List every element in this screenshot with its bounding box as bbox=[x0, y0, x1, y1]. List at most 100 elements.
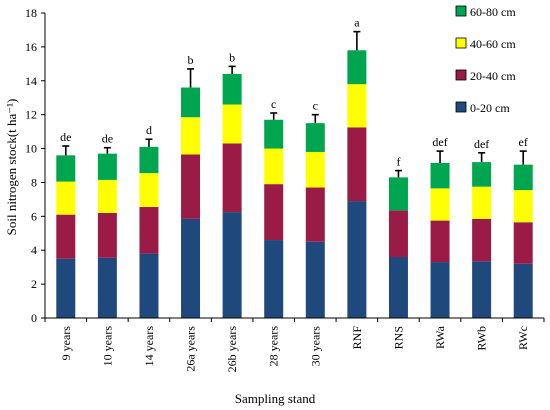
bar-segment bbox=[305, 187, 325, 242]
bar-segment bbox=[472, 218, 492, 262]
bar-segment bbox=[388, 210, 408, 257]
x-tick-label: RWc bbox=[516, 326, 530, 350]
bar-segment bbox=[222, 104, 242, 144]
bar-segment bbox=[347, 127, 367, 202]
y-tick-label: 12 bbox=[25, 108, 37, 122]
bar-segment bbox=[472, 162, 492, 187]
bar-segment bbox=[222, 74, 242, 105]
significance-label: ef bbox=[519, 135, 528, 149]
legend-swatch bbox=[455, 5, 467, 17]
bar-segment bbox=[181, 154, 201, 219]
x-tick-label: RWb bbox=[475, 326, 489, 351]
x-tick-label: 28 years bbox=[267, 326, 281, 367]
bar-segment bbox=[222, 212, 242, 318]
bar-segment bbox=[222, 143, 242, 213]
legend-label: 20-40 cm bbox=[470, 69, 516, 83]
y-tick-label: 8 bbox=[31, 175, 37, 189]
significance-label: de bbox=[60, 130, 71, 144]
x-tick-label: RNS bbox=[391, 326, 405, 349]
bar-segment bbox=[513, 263, 533, 318]
bar-segment bbox=[97, 212, 117, 258]
bars-group bbox=[56, 50, 533, 318]
y-tick-label: 10 bbox=[25, 142, 37, 156]
bar-segment bbox=[347, 201, 367, 318]
significance-label: d bbox=[146, 123, 152, 137]
bar-segment bbox=[347, 84, 367, 128]
bar-segment bbox=[430, 162, 450, 189]
significance-label: def bbox=[432, 135, 447, 149]
bar-segment bbox=[97, 257, 117, 318]
bar-segment bbox=[56, 214, 76, 259]
bar-segment bbox=[56, 155, 76, 182]
bar-segment bbox=[513, 222, 533, 264]
legend-label: 40-60 cm bbox=[470, 37, 516, 51]
bar-segment bbox=[181, 117, 201, 155]
bar-segment bbox=[305, 123, 325, 152]
significance-label: def bbox=[474, 137, 489, 151]
bar-segment bbox=[264, 119, 284, 149]
bar-segment bbox=[264, 184, 284, 241]
bar-segment bbox=[472, 186, 492, 219]
x-tick-label: 10 years bbox=[100, 326, 114, 367]
error-bars-group bbox=[62, 30, 527, 178]
y-axis-title: Soil nitrogen stock(t ha⁻¹) bbox=[4, 99, 19, 236]
significance-label: f bbox=[396, 155, 400, 169]
legend-swatch bbox=[455, 101, 467, 113]
bar-segment bbox=[430, 262, 450, 318]
axes-group bbox=[44, 13, 544, 319]
bar-segment bbox=[305, 151, 325, 188]
bar-segment bbox=[56, 181, 76, 215]
y-tick-label: 0 bbox=[31, 311, 37, 325]
x-tick-label: 26b years bbox=[225, 326, 239, 373]
bar-segment bbox=[430, 188, 450, 221]
bar-segment bbox=[347, 50, 367, 85]
bar-segment bbox=[305, 241, 325, 318]
x-axis-title: Sampling stand bbox=[235, 391, 316, 406]
bar-segment bbox=[264, 240, 284, 318]
y-tick-label: 4 bbox=[31, 243, 37, 257]
y-tick-label: 16 bbox=[25, 40, 37, 54]
x-tick-label: 14 years bbox=[142, 326, 156, 367]
significance-label: de bbox=[102, 132, 113, 146]
x-tick-label: 26a years bbox=[184, 326, 198, 372]
bar-segment bbox=[139, 207, 159, 254]
y-tick-label: 6 bbox=[31, 209, 37, 223]
significance-label: b bbox=[229, 50, 235, 64]
x-tick-label: RWa bbox=[433, 325, 447, 349]
y-tick-label: 2 bbox=[31, 277, 37, 291]
significance-label: c bbox=[271, 97, 276, 111]
bar-segment bbox=[56, 258, 76, 318]
bar-segment bbox=[513, 190, 533, 223]
x-tick-label: 30 years bbox=[308, 326, 322, 367]
bar-segment bbox=[139, 146, 159, 174]
legend-swatch bbox=[455, 69, 467, 81]
bar-segment bbox=[388, 257, 408, 318]
bar-segment bbox=[139, 173, 159, 208]
bar-segment bbox=[97, 179, 117, 213]
significance-label: a bbox=[354, 16, 360, 30]
bar-segment bbox=[388, 177, 408, 211]
bar-segment bbox=[264, 148, 284, 185]
bar-segment bbox=[97, 153, 117, 180]
bar-segment bbox=[430, 220, 450, 263]
bar-segment bbox=[181, 218, 201, 318]
legend-label: 0-20 cm bbox=[470, 101, 510, 115]
legend-label: 60-80 cm bbox=[470, 5, 516, 19]
bar-segment bbox=[139, 253, 159, 318]
x-tick-label: RNF bbox=[350, 326, 364, 350]
y-ticks-group: 0 2 4 6 8 10 12 14 16 18 bbox=[25, 6, 45, 325]
x-tick-label: 9 years bbox=[59, 326, 73, 361]
y-tick-label: 14 bbox=[25, 74, 37, 88]
legend: 60-80 cm 40-60 cm 20-40 cm 0-20 cm bbox=[455, 5, 516, 115]
x-ticks-group: 9 years 10 years 14 years 26a years 26b year… bbox=[44, 318, 545, 373]
bar-segment bbox=[513, 164, 533, 191]
significance-label: c bbox=[313, 99, 318, 113]
significance-labels-group: de de d b b c c a f def def ef bbox=[60, 16, 528, 169]
significance-label: b bbox=[188, 53, 194, 67]
legend-swatch bbox=[455, 37, 467, 49]
bar-segment bbox=[472, 261, 492, 318]
bar-segment bbox=[181, 87, 201, 118]
y-tick-label: 18 bbox=[25, 6, 37, 20]
